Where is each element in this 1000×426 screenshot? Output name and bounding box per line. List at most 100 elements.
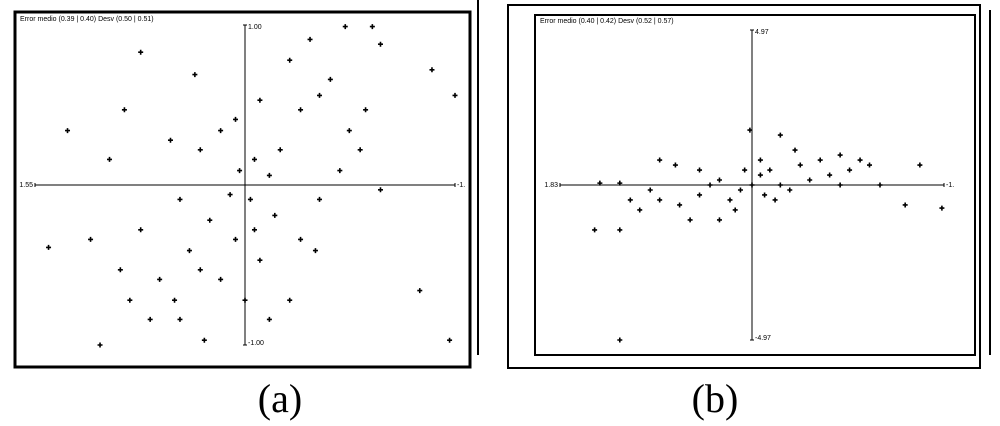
point — [939, 205, 945, 211]
point — [597, 180, 603, 186]
point — [369, 24, 375, 30]
point — [592, 227, 598, 233]
point — [377, 41, 383, 47]
point — [307, 36, 313, 42]
point — [186, 248, 192, 254]
point — [121, 107, 127, 113]
point — [817, 157, 823, 163]
point — [772, 197, 778, 203]
point — [157, 276, 163, 282]
point — [298, 107, 304, 113]
chart-title: Error medio (0.40 | 0.42) Desv (0.52 | 0… — [540, 18, 674, 25]
x-tick-label: 1.55 — [19, 182, 33, 189]
point — [251, 156, 257, 162]
point — [88, 236, 94, 242]
point — [867, 162, 873, 168]
point — [767, 167, 773, 173]
point — [677, 202, 683, 208]
point — [266, 172, 272, 178]
point — [138, 227, 144, 233]
point — [857, 157, 863, 163]
point — [197, 147, 203, 153]
point — [242, 297, 248, 303]
point — [312, 248, 318, 254]
point — [65, 128, 71, 134]
point — [218, 276, 224, 282]
point — [787, 187, 793, 193]
point — [317, 196, 323, 202]
point — [298, 236, 304, 242]
point — [716, 177, 722, 183]
point — [742, 167, 748, 173]
point — [337, 168, 343, 174]
point — [647, 187, 653, 193]
point — [192, 72, 198, 78]
point — [827, 172, 833, 178]
point — [747, 127, 753, 133]
point — [657, 157, 663, 163]
point — [757, 157, 763, 163]
point — [777, 132, 783, 138]
point — [452, 92, 458, 98]
point — [346, 128, 352, 134]
point — [363, 107, 369, 113]
point — [138, 49, 144, 55]
point — [327, 76, 333, 82]
point — [672, 162, 678, 168]
point — [272, 212, 278, 218]
point — [417, 288, 423, 294]
point — [902, 202, 908, 208]
point — [716, 217, 722, 223]
y-tick-label: 1.00 — [248, 24, 262, 31]
point — [177, 316, 183, 322]
point — [218, 128, 224, 134]
point — [377, 187, 383, 193]
point — [107, 156, 113, 162]
y-tick-label: 4.97 — [755, 29, 769, 36]
point — [227, 192, 233, 198]
point — [637, 207, 643, 213]
point — [737, 187, 743, 193]
point — [697, 192, 703, 198]
panel-frame — [13, 10, 472, 369]
point — [447, 337, 453, 343]
point — [233, 236, 239, 242]
point — [617, 180, 623, 186]
x-tick-label: -1. — [946, 182, 954, 189]
point — [197, 267, 203, 273]
x-tick-label: 1.83 — [544, 182, 558, 189]
point — [627, 197, 633, 203]
point — [727, 197, 733, 203]
point — [732, 207, 738, 213]
point — [46, 244, 52, 250]
point — [257, 97, 263, 103]
point — [807, 177, 813, 183]
x-tick-label: -1. — [457, 182, 465, 189]
point — [777, 182, 783, 188]
point — [201, 337, 207, 343]
point — [342, 24, 348, 30]
point — [707, 182, 713, 188]
point — [287, 297, 293, 303]
point — [917, 162, 923, 168]
point — [837, 152, 843, 158]
point — [617, 227, 623, 233]
point — [251, 227, 257, 233]
y-tick-label: -1.00 — [248, 340, 264, 347]
point — [429, 67, 435, 73]
caption: (a) — [258, 376, 302, 421]
point — [317, 92, 323, 98]
point — [127, 297, 133, 303]
point — [247, 196, 253, 202]
point — [797, 162, 803, 168]
point — [287, 57, 293, 63]
point — [749, 182, 755, 188]
point — [357, 147, 363, 153]
point — [97, 342, 103, 348]
point — [147, 316, 153, 322]
point — [117, 267, 123, 273]
point — [177, 196, 183, 202]
point — [172, 297, 178, 303]
point — [697, 167, 703, 173]
